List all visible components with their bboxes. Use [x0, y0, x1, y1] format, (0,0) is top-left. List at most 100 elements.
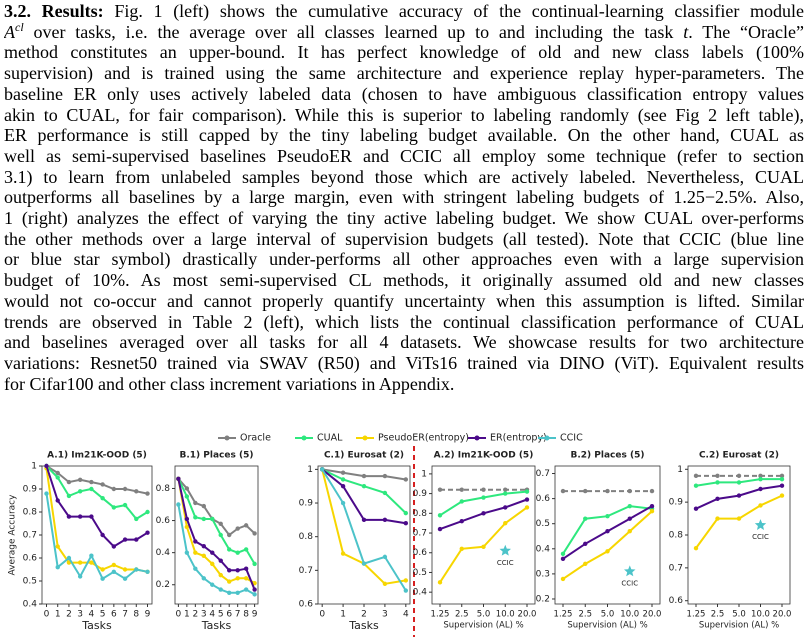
point: [218, 558, 223, 563]
text-line: variations: Resnet50 trained via SWAV (R…: [4, 352, 804, 373]
point: [252, 561, 257, 567]
point: [649, 503, 655, 509]
text-line: ER performance is still capped by the ti…: [4, 125, 804, 146]
point: [176, 476, 181, 482]
point: [481, 511, 486, 516]
point: [111, 544, 117, 549]
point: [111, 562, 117, 568]
text-line: supervision) and is trained using the sa…: [4, 63, 804, 84]
point: [210, 516, 215, 522]
series-line: [177, 478, 256, 584]
x-tick-label: 10.0: [620, 610, 639, 620]
point: [210, 561, 215, 567]
point: [340, 500, 346, 506]
star-marker: [624, 565, 636, 577]
point: [77, 574, 83, 579]
point: [736, 493, 742, 498]
point: [66, 555, 72, 561]
point: [503, 505, 508, 510]
point: [560, 576, 566, 582]
text-line: 1 (right) analyzes the effect of varying…: [4, 208, 804, 229]
x-tick-label: 4: [209, 610, 215, 620]
point: [44, 491, 49, 496]
text-line: method constitutes an upper-bound. It ha…: [4, 42, 804, 63]
point: [243, 587, 249, 592]
series-line: [45, 465, 148, 495]
x-tick-label: 20.0: [773, 610, 792, 620]
plot-frame: [41, 465, 153, 605]
point: [382, 581, 388, 587]
plot-frame: [431, 465, 536, 605]
y-tick-label: 0.8: [23, 508, 38, 518]
y-tick-label: 0.8: [669, 531, 684, 541]
chart-title: A.2) Im21K-OOD (5): [434, 451, 534, 461]
y-tick-label: 0.8: [156, 484, 171, 494]
point: [605, 529, 610, 534]
point: [693, 545, 699, 551]
x-tick-label: 2.5: [455, 610, 469, 620]
point: [779, 476, 785, 482]
point: [340, 477, 346, 482]
point: [627, 488, 632, 494]
plot-frame: [687, 465, 791, 605]
x-axis-label: Supervision (AL) %: [699, 621, 779, 631]
x-tick-label: 3: [201, 610, 207, 620]
point: [340, 470, 346, 475]
point: [715, 516, 720, 521]
point: [55, 498, 60, 503]
point: [693, 506, 699, 511]
x-tick-label: 2: [66, 610, 72, 620]
point: [382, 554, 388, 560]
point: [524, 505, 530, 510]
point: [66, 514, 72, 519]
point: [210, 550, 215, 555]
text-line: and baselines averaged over all tasks fo…: [4, 332, 804, 353]
x-tick-label: 7: [235, 610, 241, 620]
point: [218, 587, 223, 592]
series-line: [177, 478, 256, 537]
point: [218, 572, 223, 578]
y-tick-label: 1: [677, 465, 683, 475]
x-tick-label: 10.0: [751, 610, 770, 620]
point: [758, 486, 763, 492]
y-tick-label: 0.4: [23, 600, 38, 610]
plot-frame: [554, 465, 661, 605]
point: [201, 516, 206, 522]
point: [193, 550, 198, 555]
point: [184, 494, 190, 499]
point: [193, 515, 198, 520]
series-line: [177, 478, 256, 590]
point: [524, 489, 530, 494]
point: [715, 480, 720, 485]
plot-frame: [317, 465, 411, 605]
y-tick-label: 0.3: [536, 569, 550, 579]
point: [134, 567, 139, 572]
point: [134, 537, 139, 542]
y-tick-label: 0.6: [536, 494, 551, 504]
point: [100, 576, 105, 581]
x-tick-label: 9: [252, 610, 258, 620]
x-tick-label: 1.25: [431, 610, 450, 620]
point: [77, 560, 83, 565]
text-line: or blue star symbol) drastically under-p…: [4, 249, 804, 270]
x-tick-label: 1.25: [687, 610, 706, 620]
point: [649, 488, 655, 494]
point: [66, 479, 72, 485]
text-line: well as semi-supervised baselines Pseudo…: [4, 145, 804, 166]
point: [55, 544, 60, 549]
point: [55, 470, 60, 476]
x-tick-label: 0: [319, 610, 325, 620]
y-tick-label: 0.7: [536, 469, 550, 479]
point: [44, 463, 49, 469]
point: [243, 523, 249, 528]
x-tick-label: 9: [145, 610, 151, 620]
x-axis-label: Tasks: [81, 619, 112, 632]
y-tick-label: 1: [421, 469, 427, 479]
math: A: [4, 21, 15, 42]
point: [77, 489, 83, 494]
y-tick-label: 0.9: [299, 499, 314, 509]
point: [89, 486, 94, 492]
y-tick-label: 0.9: [669, 498, 684, 508]
point: [235, 590, 240, 595]
